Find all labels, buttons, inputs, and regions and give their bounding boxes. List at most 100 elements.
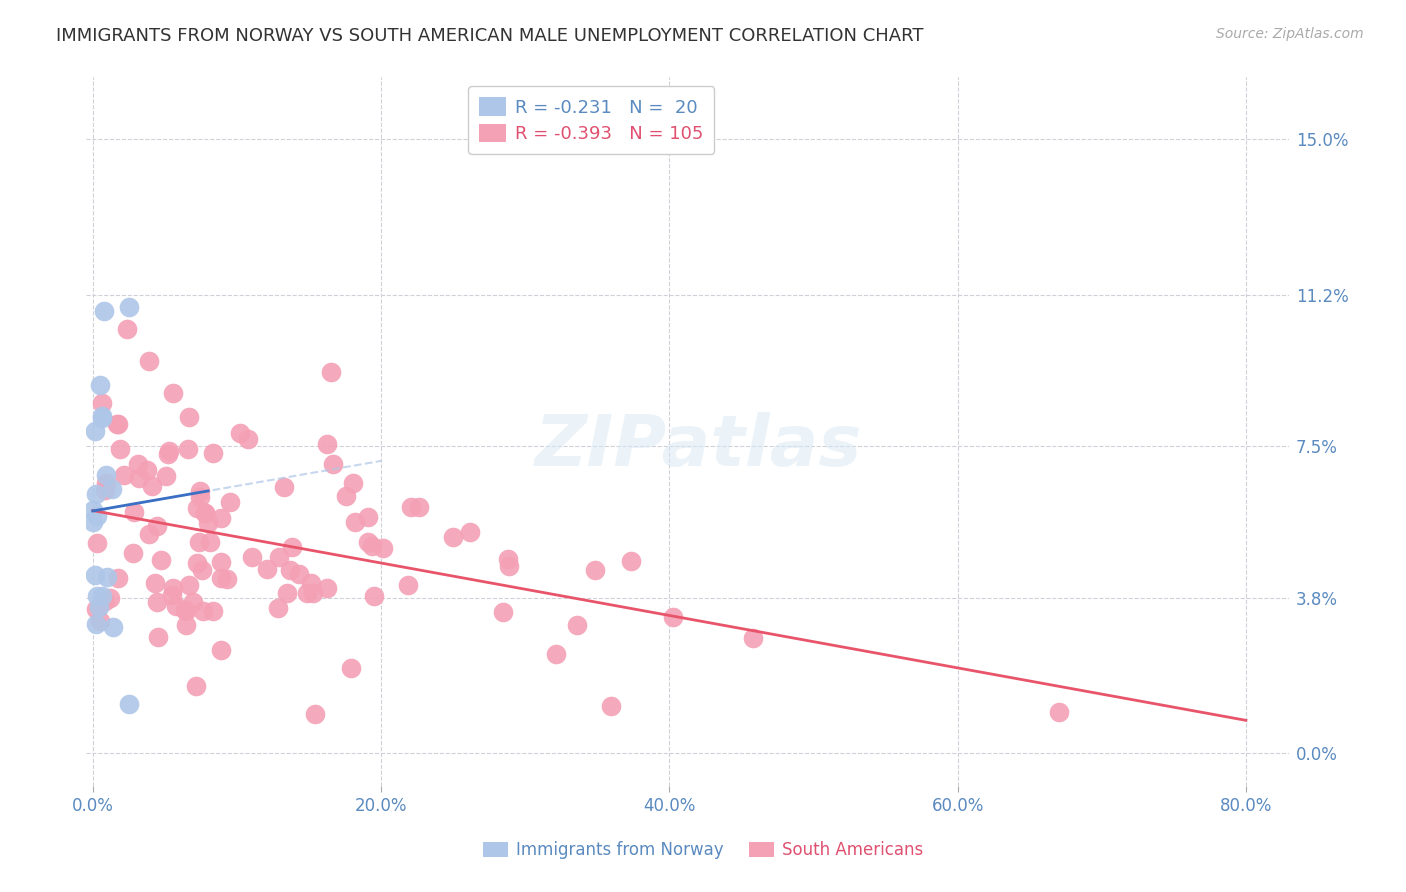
South Americans — [209, 571, 232, 585]
South Americans — [191, 563, 214, 577]
South Americans — [112, 468, 135, 483]
South Americans — [91, 396, 114, 410]
South Americans — [124, 505, 146, 519]
South Americans — [94, 594, 117, 608]
Immigrants from Norway — [86, 590, 108, 604]
South Americans — [160, 588, 183, 602]
South Americans — [319, 365, 342, 379]
South Americans — [149, 553, 172, 567]
South Americans — [295, 586, 318, 600]
South Americans — [127, 458, 149, 472]
South Americans — [229, 425, 252, 440]
South Americans — [219, 495, 242, 509]
South Americans — [174, 617, 197, 632]
South Americans — [357, 510, 380, 524]
South Americans — [288, 567, 311, 582]
South Americans — [143, 576, 166, 591]
South Americans — [335, 489, 357, 503]
South Americans — [197, 516, 219, 531]
Immigrants from Norway — [96, 467, 118, 482]
South Americans — [401, 500, 423, 515]
South Americans — [117, 322, 139, 336]
South Americans — [343, 515, 366, 529]
South Americans — [209, 511, 232, 525]
South Americans — [174, 603, 197, 617]
South Americans — [278, 563, 301, 577]
Immigrants from Norway — [86, 509, 108, 524]
South Americans — [201, 604, 224, 618]
South Americans — [443, 530, 465, 544]
South Americans — [174, 604, 197, 618]
Immigrants from Norway — [91, 411, 114, 425]
South Americans — [98, 591, 121, 605]
South Americans — [498, 559, 520, 574]
Immigrants from Norway — [118, 300, 141, 314]
South Americans — [165, 599, 187, 613]
South Americans — [157, 448, 180, 462]
South Americans — [121, 546, 143, 560]
South Americans — [177, 442, 200, 456]
South Americans — [188, 490, 211, 504]
South Americans — [316, 581, 339, 595]
South Americans — [273, 480, 295, 494]
Immigrants from Norway — [84, 568, 107, 582]
Immigrants from Norway — [82, 515, 104, 529]
South Americans — [193, 604, 215, 618]
South Americans — [184, 679, 207, 693]
South Americans — [267, 550, 290, 565]
South Americans — [240, 549, 263, 564]
South Americans — [198, 535, 221, 549]
South Americans — [357, 534, 380, 549]
South Americans — [408, 500, 430, 514]
South Americans — [491, 606, 513, 620]
South Americans — [209, 643, 232, 657]
Legend: R = -0.231   N =  20, R = -0.393   N = 105: R = -0.231 N = 20, R = -0.393 N = 105 — [468, 87, 714, 154]
South Americans — [138, 354, 160, 368]
South Americans — [141, 479, 163, 493]
South Americans — [360, 539, 382, 553]
South Americans — [238, 432, 260, 446]
Immigrants from Norway — [90, 409, 112, 424]
South Americans — [162, 581, 184, 595]
Immigrants from Norway — [101, 620, 124, 634]
South Americans — [363, 589, 385, 603]
South Americans — [600, 698, 623, 713]
South Americans — [107, 417, 129, 431]
South Americans — [460, 525, 482, 540]
South Americans — [371, 541, 394, 555]
South Americans — [188, 534, 211, 549]
South Americans — [162, 386, 184, 401]
South Americans — [89, 614, 111, 628]
Immigrants from Norway — [91, 589, 114, 603]
Immigrants from Norway — [89, 378, 111, 392]
South Americans — [215, 572, 238, 586]
South Americans — [256, 562, 278, 576]
Text: Source: ZipAtlas.com: Source: ZipAtlas.com — [1216, 27, 1364, 41]
Immigrants from Norway — [96, 570, 118, 584]
South Americans — [84, 602, 107, 616]
South Americans — [110, 442, 132, 457]
South Americans — [179, 410, 201, 425]
South Americans — [145, 594, 167, 608]
Immigrants from Norway — [101, 482, 124, 496]
South Americans — [181, 595, 204, 609]
South Americans — [315, 437, 337, 451]
South Americans — [342, 475, 364, 490]
Immigrants from Norway — [84, 487, 107, 501]
South Americans — [194, 506, 217, 520]
South Americans — [280, 540, 302, 554]
South Americans — [177, 578, 200, 592]
South Americans — [301, 586, 323, 600]
South Americans — [138, 526, 160, 541]
Immigrants from Norway — [86, 617, 108, 632]
South Americans — [1047, 706, 1070, 720]
South Americans — [396, 578, 419, 592]
Text: ZIPatlas: ZIPatlas — [534, 411, 862, 481]
South Americans — [741, 631, 763, 645]
South Americans — [496, 551, 519, 566]
South Americans — [304, 707, 326, 722]
South Americans — [145, 518, 167, 533]
South Americans — [135, 463, 157, 477]
South Americans — [186, 500, 208, 515]
South Americans — [105, 417, 128, 431]
